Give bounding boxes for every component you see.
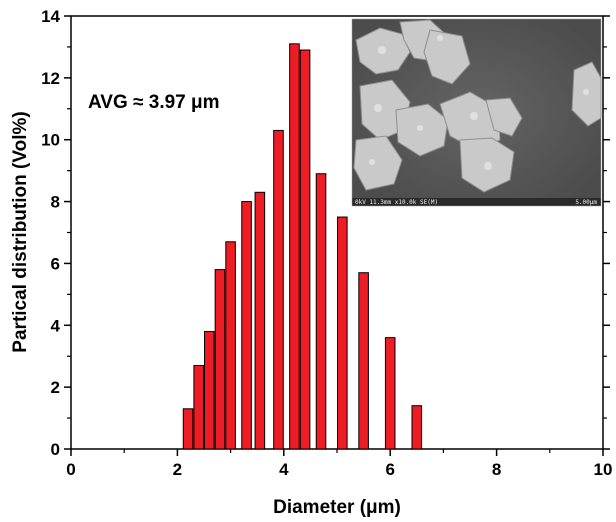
y-tick-label: 14 <box>41 7 60 26</box>
bar <box>411 405 423 450</box>
bar <box>182 408 194 450</box>
bar <box>214 269 226 450</box>
x-tick-label: 2 <box>173 460 182 479</box>
bar <box>193 364 204 450</box>
y-axis-title: Partical distribution (Vol%) <box>10 111 31 352</box>
avg-annotation: AVG ≈ 3.97 μm <box>88 92 220 113</box>
sem-caption-left: 0kV 11.3mm x10.0k SE(M) <box>355 199 438 206</box>
y-tick-label: 12 <box>41 69 60 88</box>
y-tick-label: 6 <box>51 254 60 273</box>
y-tick-label: 2 <box>51 378 60 397</box>
y-axis: 0 2 4 6 8 10 12 14 <box>41 7 610 459</box>
x-tick-label: 4 <box>279 460 289 479</box>
bar <box>273 129 284 450</box>
bar <box>241 201 252 450</box>
bar <box>204 330 215 450</box>
bar <box>337 216 348 450</box>
x-tick-label: 8 <box>492 460 501 479</box>
bar <box>315 173 327 450</box>
bar <box>225 241 236 450</box>
y-tick-label: 8 <box>51 193 60 212</box>
sem-inset-image: 0kV 11.3mm x10.0k SE(M) 5.00μm <box>351 18 602 207</box>
x-tick-label: 0 <box>66 460 75 479</box>
bar <box>254 191 266 450</box>
bar <box>384 337 396 450</box>
y-tick-label: 4 <box>51 316 61 335</box>
x-axis: 0 2 4 6 8 10 <box>66 449 612 479</box>
y-tick-label: 0 <box>51 440 60 459</box>
x-tick-label: 6 <box>385 460 394 479</box>
bar <box>299 49 311 450</box>
x-tick-label: 10 <box>594 460 613 479</box>
x-axis-title: Diameter (μm) <box>273 497 401 518</box>
sem-caption-right: 5.00μm <box>575 199 597 206</box>
bar <box>358 272 369 450</box>
bar <box>289 43 300 450</box>
bar-series <box>182 43 423 450</box>
y-tick-label: 10 <box>41 131 60 150</box>
